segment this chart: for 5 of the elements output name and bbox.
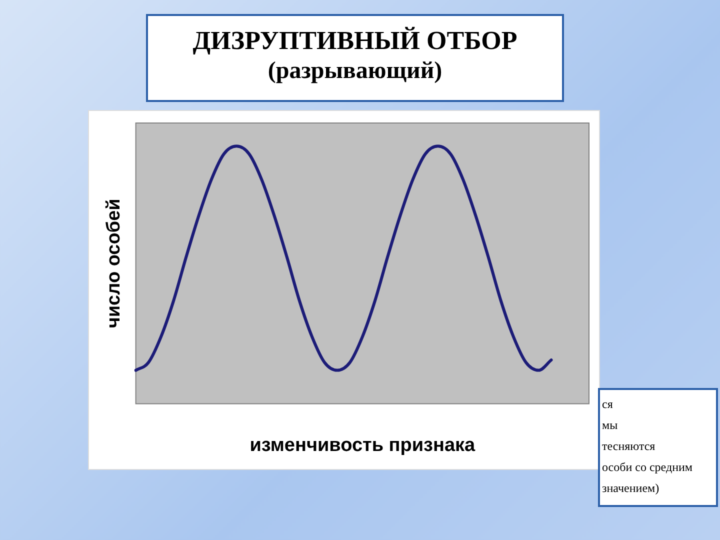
text: ся мы тесняются особи со средним значением) xyxy=(602,396,694,497)
chart-title: ДИЗРУПТИВНЫЙ ОТБОР xyxy=(192,26,518,56)
chart-subtitle: (разрывающий) xyxy=(266,58,444,85)
x-axis-title: изменчивость признака xyxy=(250,434,476,456)
y-axis-title: число особей xyxy=(104,198,125,328)
